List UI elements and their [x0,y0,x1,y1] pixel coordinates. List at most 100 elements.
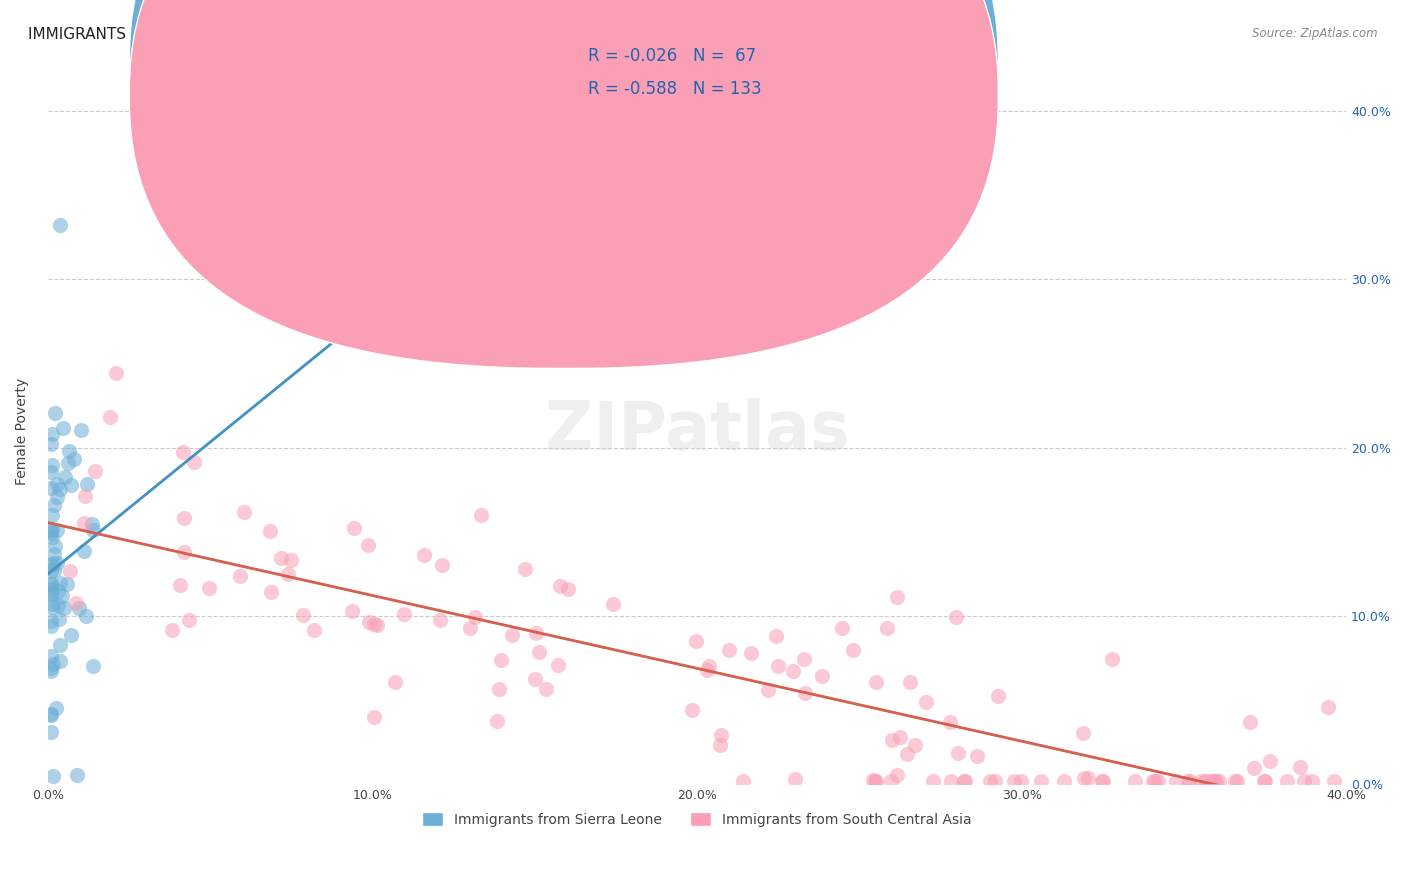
Immigrants from Sierra Leone [39,481,62,495]
Immigrants from Sierra Leone [67,601,90,615]
Immigrants from South Central Asia [697,659,720,673]
Immigrants from Sierra Leone [66,768,89,782]
Immigrants from South Central Asia [1204,774,1226,789]
Immigrants from South Central Asia [105,367,128,381]
Immigrants from Sierra Leone [48,576,70,591]
Immigrants from South Central Asia [889,730,911,744]
Text: R = -0.026   N =  67: R = -0.026 N = 67 [588,47,756,65]
Immigrants from South Central Asia [717,643,740,657]
Immigrants from South Central Asia [1053,774,1076,789]
Immigrants from South Central Asia [464,610,486,624]
Immigrants from South Central Asia [59,564,82,578]
Immigrants from South Central Asia [880,774,903,789]
Immigrants from South Central Asia [841,642,863,657]
Immigrants from South Central Asia [460,621,482,635]
Immigrants from Sierra Leone [39,661,62,675]
Immigrants from Sierra Leone [73,544,96,558]
Immigrants from South Central Asia [1191,774,1213,789]
Immigrants from Sierra Leone [44,547,66,561]
Immigrants from Sierra Leone [52,421,75,435]
Immigrants from South Central Asia [898,675,921,690]
Immigrants from Sierra Leone [75,609,97,624]
Immigrants from South Central Asia [1194,774,1216,789]
Immigrants from South Central Asia [548,579,571,593]
Immigrants from South Central Asia [953,774,976,789]
Immigrants from South Central Asia [1029,774,1052,789]
Immigrants from Sierra Leone [41,522,63,536]
Immigrants from Sierra Leone [45,700,67,714]
Immigrants from South Central Asia [1208,774,1230,789]
Immigrants from South Central Asia [1077,772,1099,786]
Immigrants from Sierra Leone [80,517,103,532]
Immigrants from South Central Asia [1071,726,1094,740]
Immigrants from Sierra Leone [39,585,62,599]
Immigrants from South Central Asia [1253,774,1275,789]
Immigrants from South Central Asia [987,689,1010,703]
Immigrants from South Central Asia [945,609,967,624]
Immigrants from Sierra Leone [82,659,104,673]
Immigrants from South Central Asia [98,409,121,424]
Immigrants from Sierra Leone [39,524,62,538]
Immigrants from South Central Asia [810,669,832,683]
Immigrants from South Central Asia [1204,774,1226,789]
Immigrants from South Central Asia [740,646,762,660]
Immigrants from Sierra Leone [42,563,65,577]
Immigrants from South Central Asia [229,568,252,582]
Immigrants from South Central Asia [876,621,898,635]
Immigrants from South Central Asia [75,489,97,503]
Immigrants from South Central Asia [886,590,908,604]
Immigrants from South Central Asia [357,538,380,552]
Immigrants from Sierra Leone [39,525,62,540]
Immigrants from South Central Asia [1223,774,1246,789]
Immigrants from Sierra Leone [48,654,70,668]
Immigrants from Sierra Leone [46,523,69,537]
Immigrants from Sierra Leone [39,725,62,739]
Immigrants from South Central Asia [1091,774,1114,789]
Immigrants from Sierra Leone [59,628,82,642]
Immigrants from South Central Asia [681,703,703,717]
Immigrants from South Central Asia [1254,774,1277,789]
Immigrants from Sierra Leone [41,427,63,442]
Immigrants from South Central Asia [1144,774,1167,789]
Immigrants from Sierra Leone [82,523,104,537]
Immigrants from Sierra Leone [39,564,62,578]
Immigrants from South Central Asia [527,645,550,659]
Immigrants from South Central Asia [1123,774,1146,789]
Immigrants from South Central Asia [557,582,579,597]
Immigrants from Sierra Leone [48,612,70,626]
Immigrants from South Central Asia [1292,774,1315,789]
Immigrants from Sierra Leone [49,218,72,232]
Immigrants from South Central Asia [488,682,510,697]
Immigrants from South Central Asia [363,710,385,724]
Immigrants from South Central Asia [1091,774,1114,789]
Immigrants from South Central Asia [384,675,406,690]
Immigrants from Sierra Leone [39,614,62,628]
Immigrants from Sierra Leone [39,665,62,679]
Immigrants from South Central Asia [280,553,302,567]
Immigrants from Sierra Leone [51,589,73,603]
Immigrants from Sierra Leone [63,451,86,466]
Immigrants from South Central Asia [259,524,281,538]
Immigrants from Sierra Leone [52,601,75,615]
Immigrants from South Central Asia [1301,774,1323,789]
Immigrants from South Central Asia [953,774,976,789]
Immigrants from South Central Asia [939,714,962,729]
Immigrants from Sierra Leone [41,599,63,614]
Immigrants from South Central Asia [979,774,1001,789]
Immigrants from South Central Asia [1146,774,1168,789]
Immigrants from South Central Asia [880,733,903,747]
Immigrants from Sierra Leone [39,558,62,572]
Immigrants from Sierra Leone [46,584,69,599]
Immigrants from South Central Asia [470,508,492,522]
Immigrants from South Central Asia [172,444,194,458]
Immigrants from South Central Asia [984,774,1007,789]
Immigrants from Sierra Leone [39,577,62,591]
Immigrants from Sierra Leone [39,582,62,596]
Immigrants from South Central Asia [865,675,887,690]
Immigrants from South Central Asia [793,652,815,666]
Immigrants from South Central Asia [160,623,183,637]
Immigrants from Sierra Leone [39,619,62,633]
Immigrants from South Central Asia [340,604,363,618]
Immigrants from South Central Asia [1205,774,1227,789]
Immigrants from South Central Asia [886,767,908,781]
